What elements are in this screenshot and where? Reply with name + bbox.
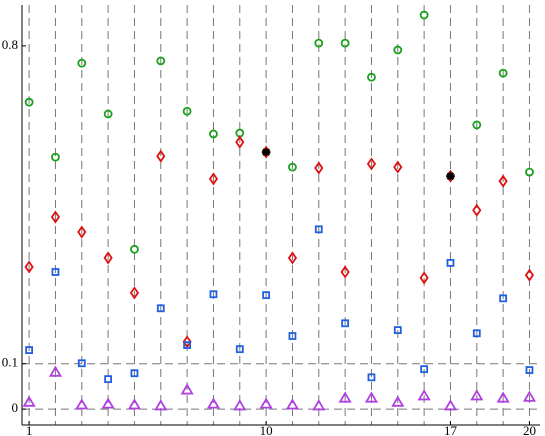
y-tick-label: 0.1 [2, 355, 18, 370]
point [156, 304, 165, 313]
point [182, 106, 192, 116]
point [340, 265, 350, 279]
point [525, 366, 534, 374]
point [103, 251, 113, 265]
point [127, 398, 142, 410]
point [77, 359, 86, 368]
point [314, 161, 324, 175]
point [48, 365, 63, 377]
point [367, 72, 376, 82]
point [156, 149, 166, 163]
x-tick-label: 20 [523, 423, 536, 436]
point [443, 399, 458, 411]
point [341, 319, 350, 328]
point [24, 97, 34, 107]
point [417, 389, 431, 401]
y-tick-label: 0.8 [2, 37, 18, 52]
point [314, 38, 324, 48]
x-tick-label: 1 [26, 423, 33, 436]
point [25, 346, 34, 354]
point [130, 369, 139, 378]
x-tick-label: 17 [444, 423, 458, 436]
point [391, 395, 405, 407]
point [312, 399, 326, 411]
point [103, 109, 113, 119]
point [496, 391, 510, 403]
point [287, 251, 298, 265]
point [235, 135, 245, 149]
point [288, 332, 297, 340]
point [314, 225, 323, 234]
point [206, 397, 221, 409]
point [50, 210, 61, 224]
point [156, 56, 166, 66]
point [77, 225, 87, 239]
point [101, 397, 115, 409]
point [338, 391, 352, 403]
point [209, 290, 218, 299]
point [209, 129, 218, 139]
point [154, 399, 168, 411]
point [470, 389, 484, 401]
y-tick-label: 0 [12, 400, 19, 415]
point [340, 38, 350, 48]
point [393, 45, 403, 55]
point [419, 271, 429, 285]
point [22, 395, 36, 407]
point [525, 167, 534, 177]
point [208, 172, 219, 186]
point [420, 365, 429, 374]
point [446, 259, 455, 267]
point [472, 203, 482, 217]
point [51, 268, 60, 276]
point [499, 294, 508, 303]
point [393, 326, 402, 335]
x-tick-label: 10 [260, 423, 273, 436]
point [180, 383, 194, 395]
point [393, 160, 403, 174]
point [366, 157, 377, 171]
point [235, 345, 244, 354]
point [367, 373, 376, 382]
point [262, 148, 271, 157]
point [182, 335, 192, 349]
point [77, 58, 87, 68]
point [285, 398, 300, 410]
point [524, 268, 535, 282]
point [419, 10, 429, 20]
point [183, 341, 192, 349]
point [288, 162, 297, 172]
point [262, 291, 271, 300]
point [364, 391, 379, 403]
point [75, 398, 89, 410]
point [522, 390, 537, 402]
point [129, 286, 140, 300]
point [233, 399, 247, 411]
point [472, 120, 482, 130]
point [446, 172, 455, 181]
point [259, 397, 273, 409]
point [130, 244, 139, 254]
point [498, 174, 508, 188]
point [104, 375, 113, 384]
point [472, 329, 481, 338]
point [51, 152, 60, 162]
point [24, 260, 34, 274]
point [498, 68, 508, 78]
